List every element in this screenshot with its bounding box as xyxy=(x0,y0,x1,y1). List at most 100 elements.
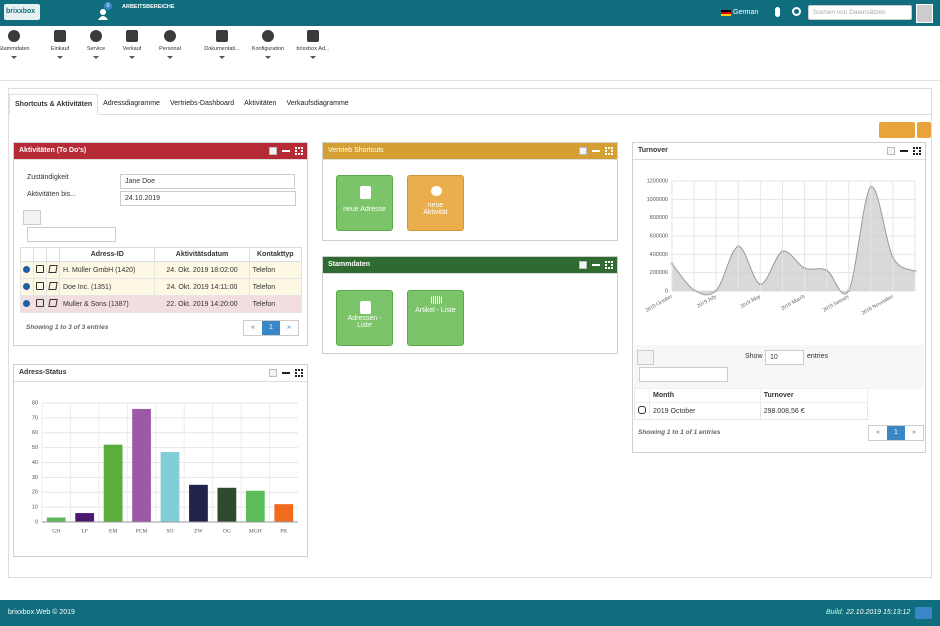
toolbar-item[interactable]: Konfiguration xyxy=(244,26,292,66)
footer: brixxbox.Web © 2019 Build: 22.10.2019 15… xyxy=(0,600,940,626)
tab[interactable]: Verkaufsdiagramme xyxy=(286,100,349,107)
top-bar: brixxbox 0 ARBEITSBEREICHE German Suchen… xyxy=(0,0,940,26)
button-label: neue Adresse xyxy=(343,206,386,213)
info-icon[interactable] xyxy=(23,299,30,307)
label: Aktivitäten bis... xyxy=(27,191,77,198)
search-button[interactable] xyxy=(637,350,654,365)
tab[interactable]: Shortcuts & Aktivitäten xyxy=(9,94,99,115)
shortcut-button[interactable]: neue Adresse xyxy=(336,175,393,231)
toolbar-label: Service xyxy=(86,46,106,52)
panel-controls[interactable] xyxy=(264,147,303,155)
column-header[interactable]: Adress-ID xyxy=(58,247,156,262)
date-input[interactable]: 24.10.2019 xyxy=(120,191,296,206)
workspace-link[interactable]: ARBEITSBEREICHE xyxy=(122,4,175,10)
toolbar-icon xyxy=(307,30,319,42)
shortcuts-panel: Vertrieb Shortcuts neue Adresse neue Akt… xyxy=(322,142,618,241)
panel-controls[interactable] xyxy=(574,147,613,155)
panel-title: Vertrieb Shortcuts xyxy=(328,147,384,154)
table-info: Showing 1 to 1 of 1 entries xyxy=(638,429,721,436)
toolbar-label: Einkauf xyxy=(50,46,70,52)
panel-title: Adress-Status xyxy=(19,369,67,376)
cell xyxy=(46,295,60,313)
toolbar-icon xyxy=(262,30,274,42)
info-button[interactable] xyxy=(917,122,931,138)
settings-button[interactable] xyxy=(879,122,915,138)
info-icon[interactable] xyxy=(23,282,30,290)
panel-header: Vertrieb Shortcuts xyxy=(323,143,617,160)
user-icon[interactable] xyxy=(98,7,108,20)
checkbox[interactable] xyxy=(36,282,44,290)
caret xyxy=(11,56,17,62)
toolbar-label: Personal xyxy=(159,46,181,52)
column-header[interactable]: Month xyxy=(649,388,761,403)
caret xyxy=(129,56,135,62)
cell: 24. Okt. 2019 18:02:00 xyxy=(154,261,250,279)
tab[interactable]: Vertriebs-Dashboard xyxy=(169,100,235,107)
caret xyxy=(93,56,99,62)
cell xyxy=(46,261,60,279)
edit-icon[interactable] xyxy=(48,282,58,290)
header-cell xyxy=(634,388,650,403)
header-cell xyxy=(20,247,34,262)
panel-header: Adress-Status xyxy=(14,365,307,382)
edit-icon[interactable] xyxy=(48,299,58,307)
shortcut-button[interactable]: neue Aktivität xyxy=(407,175,464,231)
toolbar-icon xyxy=(90,30,102,42)
page[interactable]: 1 xyxy=(262,321,280,335)
panel-controls[interactable] xyxy=(574,261,613,269)
info-icon[interactable] xyxy=(23,265,30,273)
panel-controls[interactable] xyxy=(882,147,921,155)
toolbar-item[interactable]: Service xyxy=(72,26,120,66)
move-icon[interactable] xyxy=(792,7,801,16)
page[interactable]: 1 xyxy=(887,426,905,440)
search-button[interactable] xyxy=(23,210,41,225)
link-button[interactable] xyxy=(915,607,932,619)
label: entries xyxy=(807,353,829,360)
cell xyxy=(20,261,34,279)
panel-controls[interactable] xyxy=(264,369,303,377)
tab[interactable]: Adressdiagramme xyxy=(103,100,160,107)
column-header[interactable]: Aktivitätsdatum xyxy=(154,247,250,262)
page-size-select[interactable]: 10 xyxy=(765,350,804,365)
edit-icon[interactable] xyxy=(48,265,58,273)
toolbar-item[interactable]: Dokumentati... xyxy=(198,26,246,66)
mic-icon[interactable] xyxy=(775,7,780,17)
table-row: Muller & Sons (1387) 22. Okt. 2019 14:20:… xyxy=(20,295,303,313)
checkbox[interactable] xyxy=(638,406,646,414)
column-header[interactable]: Kontakttyp xyxy=(248,247,303,262)
toolbar-item[interactable]: Personal xyxy=(146,26,194,66)
search-input[interactable]: Suchen von Datensätzen xyxy=(808,5,912,20)
checkbox[interactable] xyxy=(36,265,44,273)
separator xyxy=(0,80,940,81)
pagination[interactable]: «1» xyxy=(868,425,924,441)
column-header[interactable]: Turnover xyxy=(759,388,869,403)
select[interactable]: Jane Doe xyxy=(120,174,295,189)
button-label: Artikel - Liste xyxy=(415,307,456,314)
badge: 0 xyxy=(104,2,112,10)
build-value: 22.10.2019 15:13:12 xyxy=(846,609,911,616)
avatar[interactable] xyxy=(916,4,933,23)
panel-title: Turnover xyxy=(638,147,668,154)
tabs: Shortcuts & Aktivitäten Adressdiagramme Ve… xyxy=(9,94,931,115)
cell: Telefon xyxy=(248,278,303,296)
language-select[interactable]: German xyxy=(733,9,759,16)
caret xyxy=(265,56,271,62)
checkbox[interactable] xyxy=(36,299,44,307)
toolbar-item[interactable]: brixxbox Ad... xyxy=(289,26,337,66)
pagination[interactable]: «1» xyxy=(243,320,299,336)
toolbar-item[interactable]: Einkauf xyxy=(36,26,84,66)
cell: Telefon xyxy=(248,261,303,279)
header-cell xyxy=(33,247,47,262)
search-input[interactable] xyxy=(639,367,728,382)
shortcut-button[interactable]: Artikel - Liste xyxy=(407,290,464,346)
tab[interactable]: Aktivitäten xyxy=(244,100,277,107)
toolbar-item[interactable]: Verkauf xyxy=(108,26,156,66)
toolbar-item[interactable]: Stammdaten xyxy=(0,26,38,66)
toolbar-icon xyxy=(164,30,176,42)
caret xyxy=(219,56,225,62)
logo-box xyxy=(4,4,40,20)
search-input[interactable] xyxy=(27,227,116,242)
toolbar-icon xyxy=(216,30,228,42)
cell: 22. Okt. 2019 14:20:00 xyxy=(154,295,250,313)
shortcut-button[interactable]: Adressen - Liste xyxy=(336,290,393,346)
